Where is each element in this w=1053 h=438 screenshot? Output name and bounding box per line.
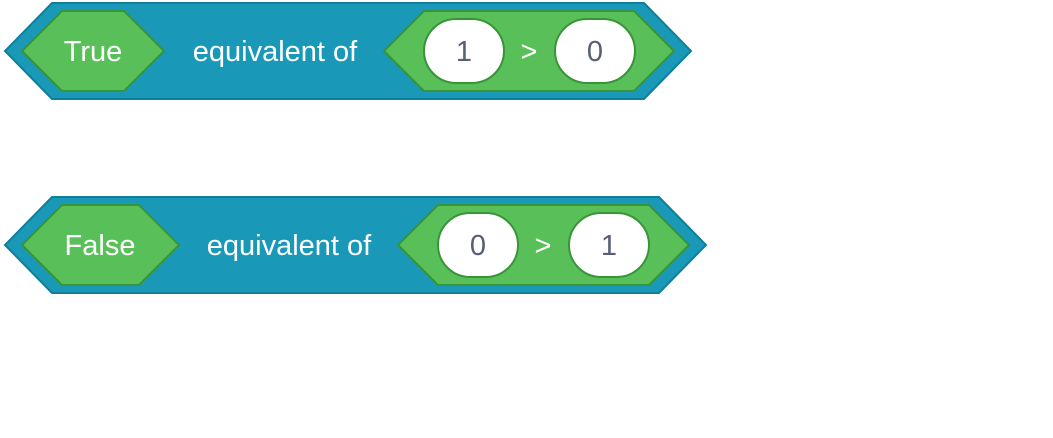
right-operand-slot-2-shape xyxy=(568,212,650,278)
right-operand-2: 1 xyxy=(601,230,617,262)
value-boolean-label-1: True xyxy=(64,36,123,68)
right-operand-slot-2[interactable]: 1 xyxy=(568,212,650,278)
comparison-block-2[interactable]: 0 > 1 xyxy=(396,204,691,286)
value-boolean-block-2-shape xyxy=(20,204,181,286)
left-operand-2: 0 xyxy=(470,230,486,262)
value-boolean-block-2[interactable]: False xyxy=(20,204,181,286)
operator-label-1: > xyxy=(521,36,538,68)
value-boolean-block-1[interactable]: True xyxy=(20,10,166,92)
right-operand-slot-1-shape xyxy=(554,18,636,84)
right-operand-1: 0 xyxy=(587,36,603,68)
operator-label-2: > xyxy=(535,230,552,262)
value-boolean-block-1-shape xyxy=(20,10,166,92)
mid-label-1: equivalent of xyxy=(193,36,358,68)
left-operand-slot-2[interactable]: 0 xyxy=(437,212,519,278)
mid-label-2: equivalent of xyxy=(207,230,372,262)
value-boolean-label-2: False xyxy=(65,230,136,262)
right-operand-slot-1[interactable]: 0 xyxy=(554,18,636,84)
equivalence-block-2[interactable]: False equivalent of 0 > 1 xyxy=(3,196,708,294)
comparison-block-1[interactable]: 1 > 0 xyxy=(382,10,676,92)
equivalence-block-1[interactable]: True equivalent of 1 > 0 xyxy=(3,2,693,100)
left-operand-slot-1[interactable]: 1 xyxy=(423,18,505,84)
left-operand-1: 1 xyxy=(456,36,472,68)
left-operand-slot-1-shape xyxy=(423,18,505,84)
left-operand-slot-2-shape xyxy=(437,212,519,278)
